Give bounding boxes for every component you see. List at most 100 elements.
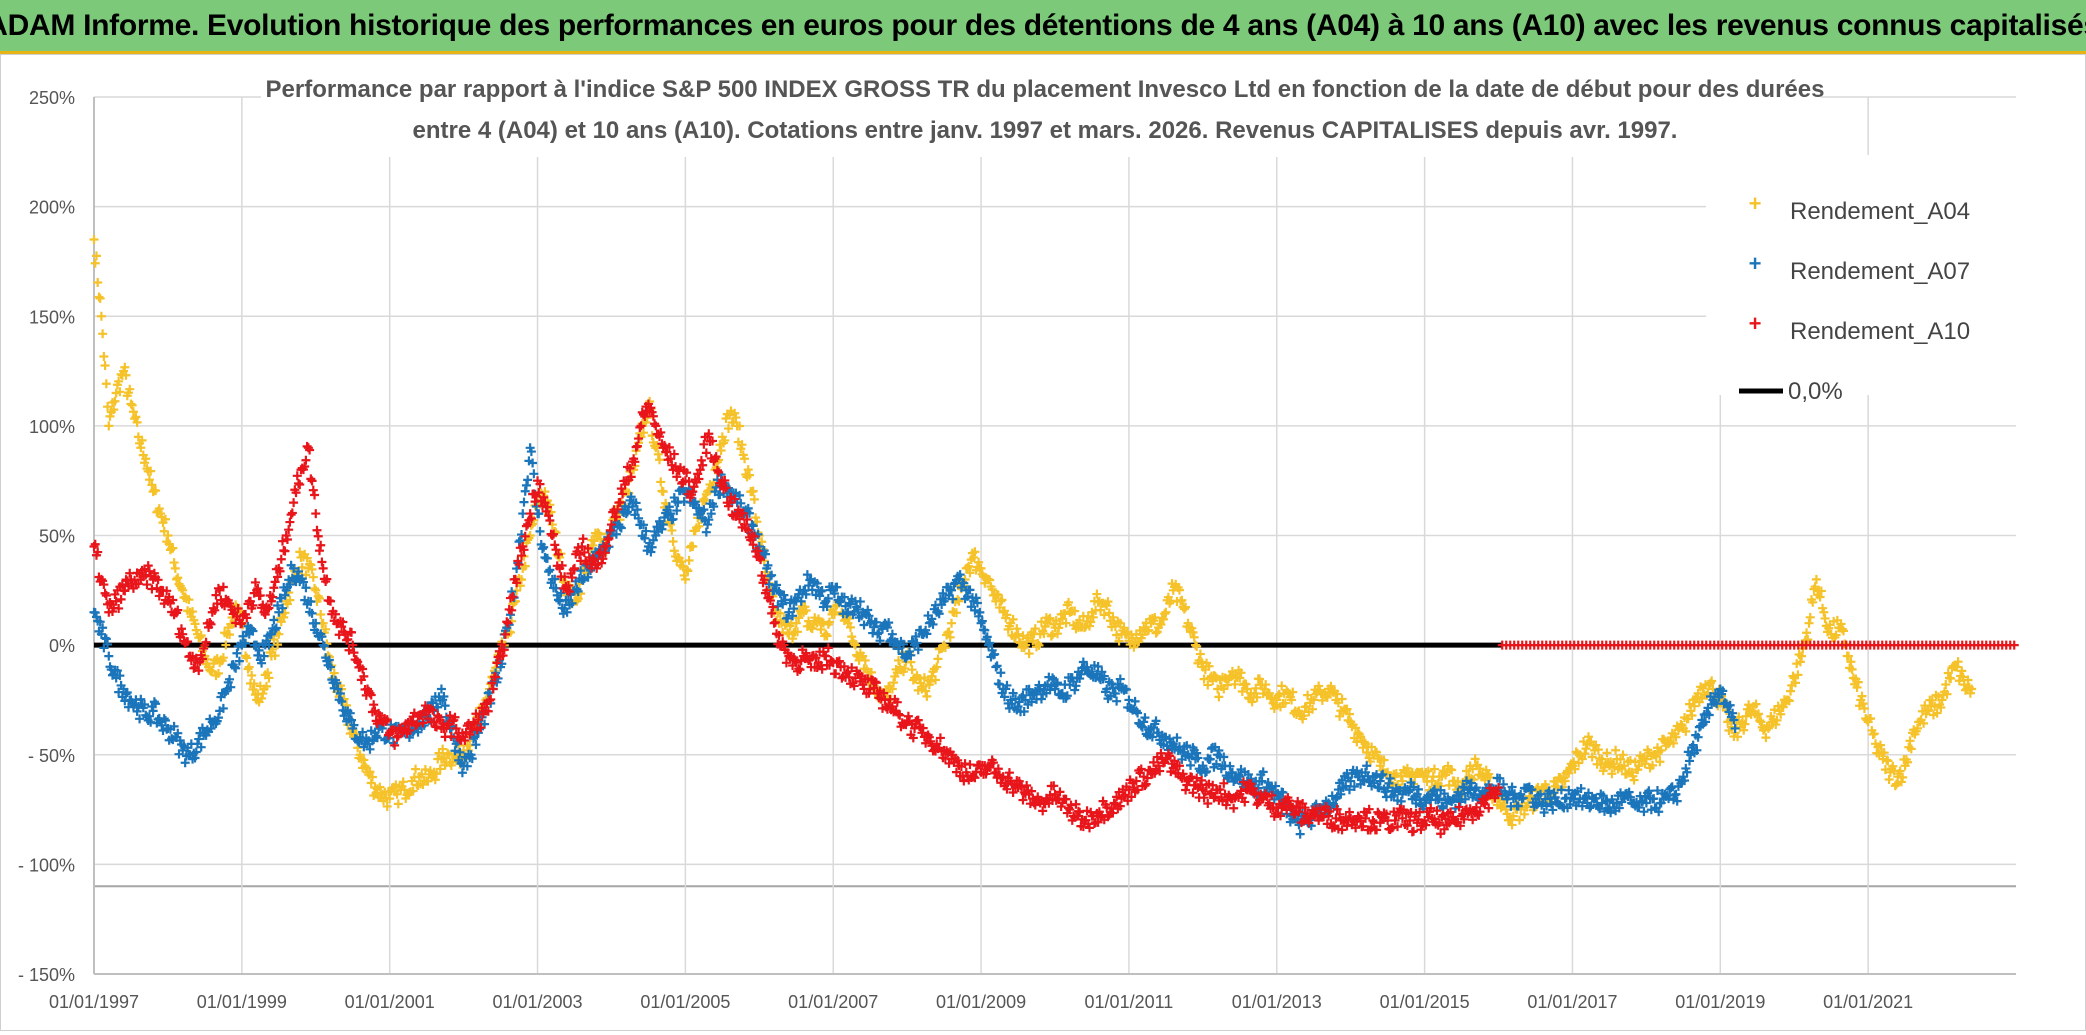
point-rendement_a10 xyxy=(1421,820,1431,830)
point-rendement_a10 xyxy=(648,411,658,421)
point-rendement_a10 xyxy=(659,440,669,450)
point-rendement_a04 xyxy=(195,632,205,642)
point-rendement_a07 xyxy=(704,515,714,525)
point-rendement_a07 xyxy=(358,727,368,737)
point-rendement_a04 xyxy=(1028,636,1038,646)
point-rendement_a04 xyxy=(1045,613,1055,623)
point-rendement_a04 xyxy=(1519,809,1529,819)
point-rendement_a07 xyxy=(709,501,719,511)
point-rendement_a04 xyxy=(735,421,745,431)
point-rendement_a10 xyxy=(1055,787,1065,797)
point-rendement_a04 xyxy=(1299,711,1309,721)
point-rendement_a04 xyxy=(1879,748,1889,758)
point-rendement_a07 xyxy=(1137,722,1147,732)
point-rendement_a07 xyxy=(372,733,382,743)
point-rendement_a04 xyxy=(1570,764,1580,774)
point-rendement_a04 xyxy=(1308,704,1317,714)
point-rendement_a10 xyxy=(523,519,533,529)
point-rendement_a04 xyxy=(751,513,761,523)
point-rendement_a04 xyxy=(724,424,734,434)
legend-label-a07: Rendement_A07 xyxy=(1790,258,1970,285)
point-rendement_a04 xyxy=(1362,748,1372,758)
point-rendement_a10 xyxy=(1484,803,1494,813)
point-rendement_a10 xyxy=(935,733,945,743)
x-tick-label: 01/01/2013 xyxy=(1232,992,1322,1012)
point-rendement_a10 xyxy=(626,472,636,482)
y-tick-label: 250% xyxy=(29,88,75,108)
point-rendement_a07 xyxy=(965,585,975,595)
point-rendement_a04 xyxy=(1778,702,1788,712)
point-rendement_a04 xyxy=(342,700,352,710)
point-rendement_a10 xyxy=(1293,796,1303,806)
point-rendement_a04 xyxy=(1784,696,1794,706)
point-rendement_a07 xyxy=(955,570,965,580)
point-rendement_a07 xyxy=(822,602,832,612)
point-rendement_a07 xyxy=(802,570,812,580)
point-rendement_a07 xyxy=(507,587,517,597)
point-rendement_a04 xyxy=(1795,657,1805,667)
point-rendement_a10 xyxy=(201,637,211,647)
point-rendement_a04 xyxy=(1741,711,1751,721)
point-rendement_a07 xyxy=(248,626,258,636)
point-rendement_a10 xyxy=(117,580,127,590)
point-rendement_a04 xyxy=(95,293,105,303)
point-rendement_a04 xyxy=(1188,627,1198,637)
point-rendement_a04 xyxy=(273,640,283,650)
point-rendement_a07 xyxy=(247,624,257,634)
point-rendement_a07 xyxy=(196,742,206,752)
point-rendement_a10 xyxy=(894,709,904,719)
point-rendement_a04 xyxy=(270,651,280,661)
point-rendement_a07 xyxy=(132,706,142,716)
point-rendement_a04 xyxy=(921,686,931,696)
point-rendement_a10 xyxy=(791,658,801,668)
point-rendement_a04 xyxy=(163,531,173,540)
point-rendement_a04 xyxy=(894,655,904,665)
point-rendement_a07 xyxy=(646,547,656,557)
point-rendement_a04 xyxy=(1591,740,1601,750)
point-rendement_a10 xyxy=(545,516,555,526)
point-rendement_a04 xyxy=(1686,706,1696,716)
point-rendement_a10 xyxy=(1200,786,1210,796)
point-rendement_a04 xyxy=(1905,736,1915,746)
point-rendement_a04 xyxy=(997,595,1007,605)
point-rendement_a10 xyxy=(748,540,758,550)
point-rendement_a04 xyxy=(947,618,957,628)
point-rendement_a10 xyxy=(114,603,124,613)
point-rendement_a10 xyxy=(1102,802,1112,812)
point-rendement_a07 xyxy=(231,663,241,673)
point-rendement_a04 xyxy=(1906,744,1916,754)
point-rendement_a04 xyxy=(1064,597,1074,607)
point-rendement_a07 xyxy=(783,613,793,623)
point-rendement_a10 xyxy=(756,555,766,565)
point-rendement_a04 xyxy=(1883,756,1893,766)
point-rendement_a04 xyxy=(131,412,141,422)
point-rendement_a10 xyxy=(399,723,409,733)
point-rendement_a10 xyxy=(1221,800,1231,810)
point-rendement_a10 xyxy=(287,508,297,518)
point-rendement_a04 xyxy=(1765,722,1775,732)
point-rendement_a07 xyxy=(173,728,183,738)
point-rendement_a04 xyxy=(242,653,252,663)
point-rendement_a07 xyxy=(144,711,154,721)
point-rendement_a10 xyxy=(1219,778,1229,788)
point-rendement_a07 xyxy=(641,526,651,536)
point-rendement_a10 xyxy=(250,577,260,587)
point-rendement_a10 xyxy=(233,603,243,613)
point-rendement_a07 xyxy=(1598,791,1608,801)
point-rendement_a04 xyxy=(887,684,897,694)
point-rendement_a04 xyxy=(1852,682,1862,692)
point-rendement_a07 xyxy=(991,662,1001,672)
point-rendement_a10 xyxy=(1178,769,1188,779)
point-rendement_a07 xyxy=(1076,669,1086,679)
point-rendement_a10 xyxy=(317,557,327,567)
point-rendement_a10 xyxy=(1136,764,1146,774)
point-rendement_a10 xyxy=(176,624,186,634)
point-rendement_a07 xyxy=(103,639,113,649)
point-rendement_a07 xyxy=(911,631,921,641)
point-rendement_a04 xyxy=(443,748,453,758)
point-rendement_a04 xyxy=(1470,754,1480,764)
point-rendement_a10 xyxy=(953,755,963,765)
point-rendement_a10 xyxy=(382,715,392,725)
point-rendement_a07 xyxy=(112,666,122,676)
point-rendement_a04 xyxy=(89,235,99,245)
